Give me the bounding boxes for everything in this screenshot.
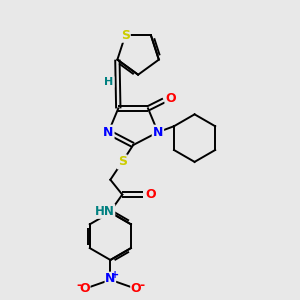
Text: O: O (131, 282, 141, 295)
Text: -: - (140, 279, 145, 292)
Text: HN: HN (94, 205, 114, 218)
Text: O: O (146, 188, 156, 201)
Text: +: + (111, 270, 119, 280)
Text: -: - (76, 279, 81, 292)
Text: N: N (153, 126, 163, 139)
Text: N: N (103, 126, 114, 139)
Text: N: N (105, 272, 116, 285)
Text: H: H (104, 77, 113, 87)
Text: O: O (166, 92, 176, 105)
Text: O: O (79, 282, 90, 295)
Text: S: S (121, 29, 130, 42)
Text: S: S (118, 155, 127, 168)
